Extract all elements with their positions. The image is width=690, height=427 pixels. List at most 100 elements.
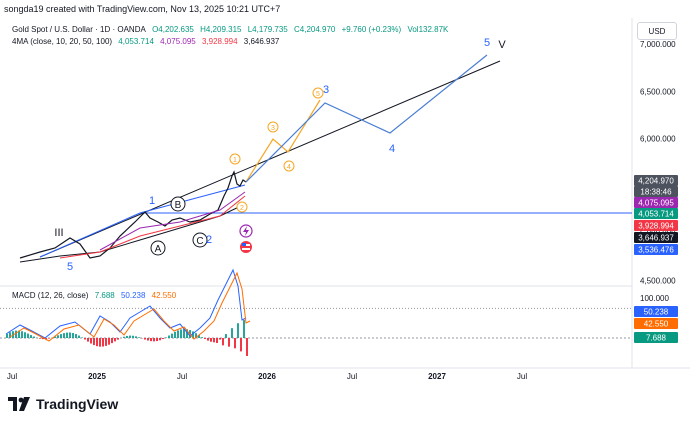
x-tick-label: Jul: [517, 372, 527, 381]
macd-histogram-bar: [108, 338, 110, 345]
x-tick-label: 2025: [88, 372, 106, 381]
orange-wave-circle: [267, 121, 279, 133]
wave-label: A: [155, 244, 162, 255]
macd-histogram-bar: [15, 330, 17, 338]
macd-histogram-bar: [147, 338, 149, 341]
wave-label: B: [175, 200, 182, 211]
credit-line: songda19 created with TradingView.com, N…: [4, 4, 281, 14]
y-tick-label: 6,500.000: [640, 87, 676, 96]
macd-value-text: 42.550: [644, 320, 669, 329]
y-tick-label: 4,500.000: [640, 277, 676, 286]
macd-value-text: 50.238: [644, 308, 669, 317]
channel-line: [39, 184, 246, 258]
macd-histogram-bar: [183, 329, 185, 338]
price-label-badge: [634, 186, 678, 197]
macd-histogram-bar: [21, 331, 23, 338]
x-tick-label: Jul: [347, 372, 357, 381]
symbol-legend[interactable]: Gold Spot / U.S. Dollar · 1D · OANDA O4,…: [12, 25, 452, 34]
orange-wave-circle: [236, 201, 248, 213]
macd-histogram-bar: [57, 335, 59, 338]
orange-wave-circle: [312, 87, 324, 99]
wave-circle: [192, 232, 208, 248]
macd-histogram-bar: [126, 335, 128, 338]
macd-histogram-bar: [78, 335, 80, 338]
macd-histogram-bar: [96, 338, 98, 347]
macd-histogram-bar: [30, 335, 32, 338]
macd-histogram-bar: [219, 338, 221, 340]
high-value: H4,209.315: [200, 25, 242, 34]
macd-histogram-bar: [150, 338, 152, 342]
macd-line: [5, 268, 247, 339]
macd-histogram-bar: [213, 338, 215, 343]
wave-label: 5: [484, 37, 490, 49]
tradingview-brand: TradingView: [36, 396, 119, 412]
macd-histogram-bar: [27, 333, 29, 338]
macd-histogram-bar: [72, 333, 74, 338]
macd-histogram-bar: [186, 329, 188, 338]
orange-wave-label: 4: [287, 164, 291, 171]
blue-wave-path: [245, 54, 488, 183]
orange-wave-label: 3: [271, 125, 275, 132]
ma10-value: 4,053.714: [118, 37, 154, 46]
macd-histogram-bar: [162, 338, 164, 339]
macd-histogram-bar: [84, 338, 86, 340]
macd-histogram-bar: [243, 320, 245, 338]
price-label-badge: [634, 244, 678, 255]
macd-histogram-bar: [99, 338, 101, 347]
macd-histogram-bar: [90, 338, 92, 344]
wave-label: V: [498, 39, 506, 51]
y-tick-label: 6,000.000: [640, 135, 676, 144]
macd-histogram-bar: [117, 338, 119, 340]
price-label-text: 3,928.994: [638, 222, 674, 231]
macd-histogram-bar: [18, 330, 20, 338]
orange-wave-circle: [283, 160, 295, 172]
tradingview-logo-icon: [8, 397, 30, 411]
wave-label: 4: [389, 143, 395, 155]
macd-histogram-bar: [123, 336, 125, 338]
tradingview-logo[interactable]: TradingView: [8, 396, 118, 412]
trendline: [39, 60, 501, 258]
open-value: O4,202.635: [152, 25, 194, 34]
currency-button[interactable]: USD: [637, 22, 677, 40]
macd-histogram-bar: [39, 338, 41, 339]
macd-histogram-bar: [222, 338, 224, 346]
macd-signal-line: [9, 271, 251, 342]
price-series: [19, 170, 247, 259]
macd-histogram-bar: [81, 337, 83, 338]
price-label-badge: [634, 208, 678, 219]
macd-histogram-bar: [225, 334, 227, 338]
y-tick-label: 7,000.000: [640, 40, 676, 49]
macd-histogram-bar: [174, 331, 176, 338]
macd-histogram-bar: [204, 338, 206, 340]
macd-histogram-bar: [198, 335, 200, 338]
macd-hist-value: 7.688: [94, 291, 115, 300]
macd-histogram-bar: [102, 338, 104, 347]
price-label-badge: [634, 220, 678, 231]
macd-histogram-bar: [114, 338, 116, 342]
macd-histogram-bar: [153, 338, 155, 342]
macd-histogram-bar: [9, 332, 11, 338]
macd-histogram-bar: [171, 333, 173, 338]
wave-label: 5: [67, 261, 73, 273]
macd-legend[interactable]: MACD (12, 26, close) 7.688 50.238 42.550: [12, 291, 180, 300]
orange-wave-label: 2: [240, 205, 244, 212]
macd-y-tick-label: 100.000: [640, 294, 669, 303]
price-label-text: 4,053.714: [638, 210, 674, 219]
ma-legend[interactable]: 4MA (close, 10, 20, 50, 100) 4,053.714 4…: [12, 37, 283, 46]
macd-histogram-bar: [144, 338, 146, 340]
macd-histogram-bar: [33, 336, 35, 338]
us-flag-event-icon: [240, 241, 252, 253]
macd-histogram-bar: [60, 334, 62, 338]
price-label-badge: [634, 197, 678, 208]
macd-histogram-bar: [135, 336, 137, 338]
flag-stripe: [242, 248, 250, 250]
macd-histogram-bar: [132, 335, 134, 338]
macd-histogram-bar: [177, 330, 179, 338]
wave-label: C: [196, 236, 203, 247]
macd-value-badge: [634, 306, 678, 317]
macd-histogram-bar: [24, 332, 26, 338]
wave-label: 3: [323, 84, 329, 96]
ma20-value: 4,075.095: [160, 37, 196, 46]
